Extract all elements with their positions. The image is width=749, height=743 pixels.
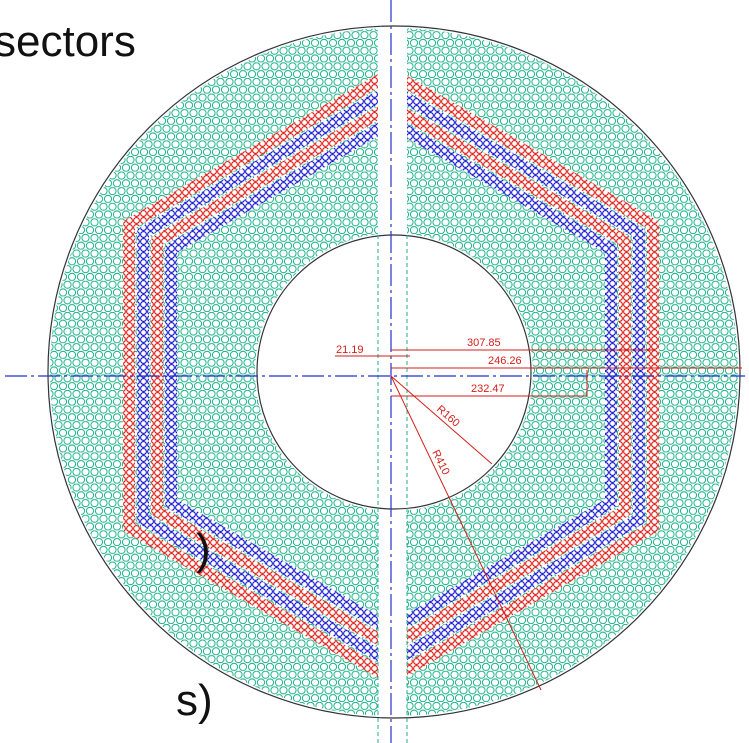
dimension-label: 21.19	[336, 344, 364, 356]
slide-text: sectors	[0, 17, 136, 66]
inner-circle	[256, 234, 532, 510]
outer-circle	[47, 25, 741, 719]
slide-text: s)	[176, 676, 213, 725]
dimension-label: 307.85	[467, 337, 501, 349]
dimension-lines	[335, 349, 742, 691]
dimension-label: 246.26	[488, 355, 522, 367]
slide-text: )	[196, 525, 211, 574]
dimension-label: 232.47	[471, 383, 505, 395]
